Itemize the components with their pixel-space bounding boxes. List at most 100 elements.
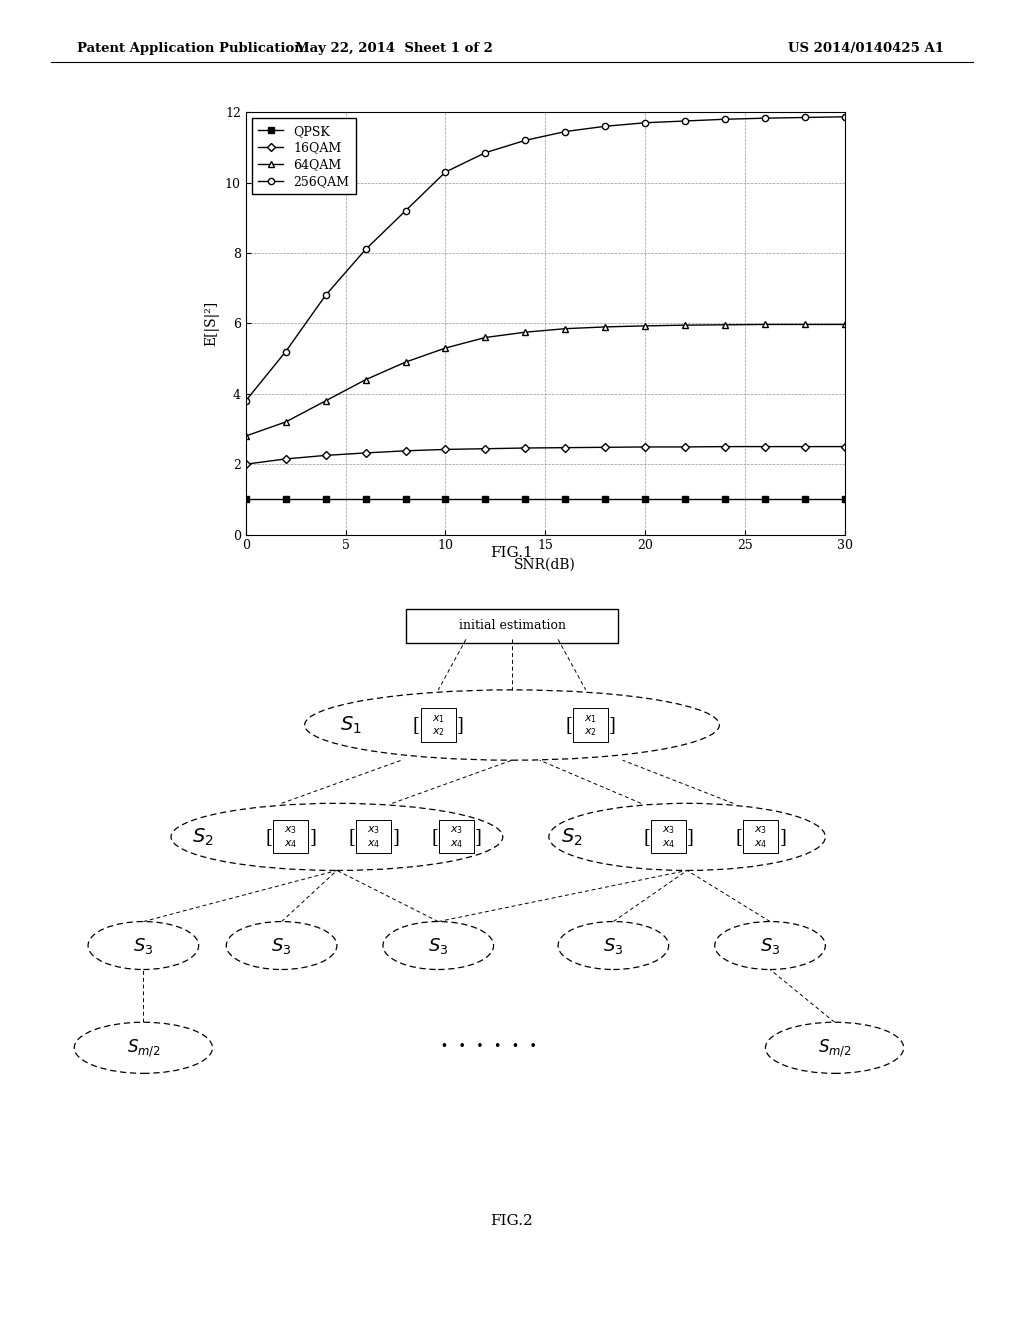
16QAM (319, 447, 332, 463)
Text: [: [ (348, 828, 355, 846)
Legend: QPSK, 16QAM, 64QAM, 256QAM: QPSK, 16QAM, 64QAM, 256QAM (252, 119, 355, 194)
Text: ]: ] (392, 828, 399, 846)
Text: ]: ] (609, 715, 615, 734)
Bar (273, 820, 308, 854)
Bar (743, 820, 778, 854)
QPSK (280, 491, 292, 507)
Bar (356, 820, 391, 854)
256QAM (719, 111, 731, 127)
Text: $x_1$: $x_1$ (432, 713, 444, 725)
Text: $x_3$: $x_3$ (755, 825, 767, 837)
256QAM (439, 164, 452, 180)
Line: 256QAM: 256QAM (243, 114, 848, 404)
FancyBboxPatch shape (406, 610, 618, 643)
256QAM (759, 111, 771, 127)
16QAM (679, 440, 691, 455)
Text: $x_2$: $x_2$ (584, 726, 597, 738)
Text: Patent Application Publication: Patent Application Publication (77, 42, 303, 55)
16QAM (479, 441, 492, 457)
Text: FIG.1: FIG.1 (490, 546, 534, 560)
Text: [: [ (431, 828, 438, 846)
16QAM (559, 440, 571, 455)
64QAM (599, 319, 611, 335)
QPSK (359, 491, 372, 507)
QPSK (759, 491, 771, 507)
Text: $x_3$: $x_3$ (451, 825, 463, 837)
Bar (421, 709, 456, 742)
Text: $S_3$: $S_3$ (428, 936, 449, 956)
64QAM (519, 325, 531, 341)
Text: $x_3$: $x_3$ (368, 825, 380, 837)
16QAM (599, 440, 611, 455)
X-axis label: SNR(dB): SNR(dB) (514, 558, 577, 572)
64QAM (399, 354, 412, 370)
Text: $S_2$: $S_2$ (561, 826, 583, 847)
QPSK (439, 491, 452, 507)
256QAM (319, 288, 332, 304)
Text: $x_4$: $x_4$ (662, 838, 676, 850)
QPSK (639, 491, 651, 507)
64QAM (319, 393, 332, 409)
64QAM (759, 317, 771, 333)
Text: [: [ (265, 828, 272, 846)
Text: [: [ (413, 715, 420, 734)
256QAM (479, 145, 492, 161)
64QAM (839, 317, 851, 333)
256QAM (599, 119, 611, 135)
16QAM (439, 441, 452, 457)
Text: [: [ (735, 828, 742, 846)
256QAM (639, 115, 651, 131)
Text: ]: ] (779, 828, 786, 846)
Text: $S_2$: $S_2$ (193, 826, 214, 847)
Text: $x_3$: $x_3$ (285, 825, 297, 837)
Text: · · · · · ·: · · · · · · (440, 1035, 538, 1061)
16QAM (240, 457, 252, 473)
QPSK (599, 491, 611, 507)
Text: $S_3$: $S_3$ (603, 936, 624, 956)
256QAM (519, 132, 531, 148)
Text: $x_1$: $x_1$ (584, 713, 597, 725)
16QAM (280, 451, 292, 467)
256QAM (280, 343, 292, 359)
QPSK (240, 491, 252, 507)
Text: $x_4$: $x_4$ (754, 838, 768, 850)
Text: $S_3$: $S_3$ (133, 936, 154, 956)
Text: [: [ (643, 828, 650, 846)
16QAM (639, 440, 651, 455)
Text: [: [ (565, 715, 572, 734)
Text: US 2014/0140425 A1: US 2014/0140425 A1 (788, 42, 944, 55)
256QAM (839, 108, 851, 124)
QPSK (319, 491, 332, 507)
Text: $x_4$: $x_4$ (284, 838, 298, 850)
256QAM (679, 114, 691, 129)
QPSK (799, 491, 811, 507)
Text: ]: ] (309, 828, 316, 846)
Y-axis label: E[|S|²]: E[|S|²] (205, 301, 219, 346)
Text: May 22, 2014  Sheet 1 of 2: May 22, 2014 Sheet 1 of 2 (295, 42, 494, 55)
Text: $x_2$: $x_2$ (432, 726, 444, 738)
Text: $x_4$: $x_4$ (450, 838, 464, 850)
QPSK (399, 491, 412, 507)
QPSK (559, 491, 571, 507)
64QAM (639, 318, 651, 334)
256QAM (240, 393, 252, 409)
16QAM (399, 444, 412, 459)
64QAM (679, 317, 691, 333)
QPSK (479, 491, 492, 507)
Text: $S_3$: $S_3$ (271, 936, 292, 956)
64QAM (799, 317, 811, 333)
16QAM (719, 438, 731, 454)
64QAM (719, 317, 731, 333)
Line: QPSK: QPSK (243, 496, 848, 503)
Text: $S_3$: $S_3$ (760, 936, 780, 956)
256QAM (799, 110, 811, 125)
256QAM (359, 242, 372, 257)
Text: $S_{m/2}$: $S_{m/2}$ (127, 1038, 160, 1059)
16QAM (839, 438, 851, 454)
64QAM (559, 321, 571, 337)
64QAM (280, 414, 292, 430)
Text: initial estimation: initial estimation (459, 619, 565, 632)
256QAM (399, 203, 412, 219)
QPSK (839, 491, 851, 507)
Text: $S_{m/2}$: $S_{m/2}$ (818, 1038, 851, 1059)
